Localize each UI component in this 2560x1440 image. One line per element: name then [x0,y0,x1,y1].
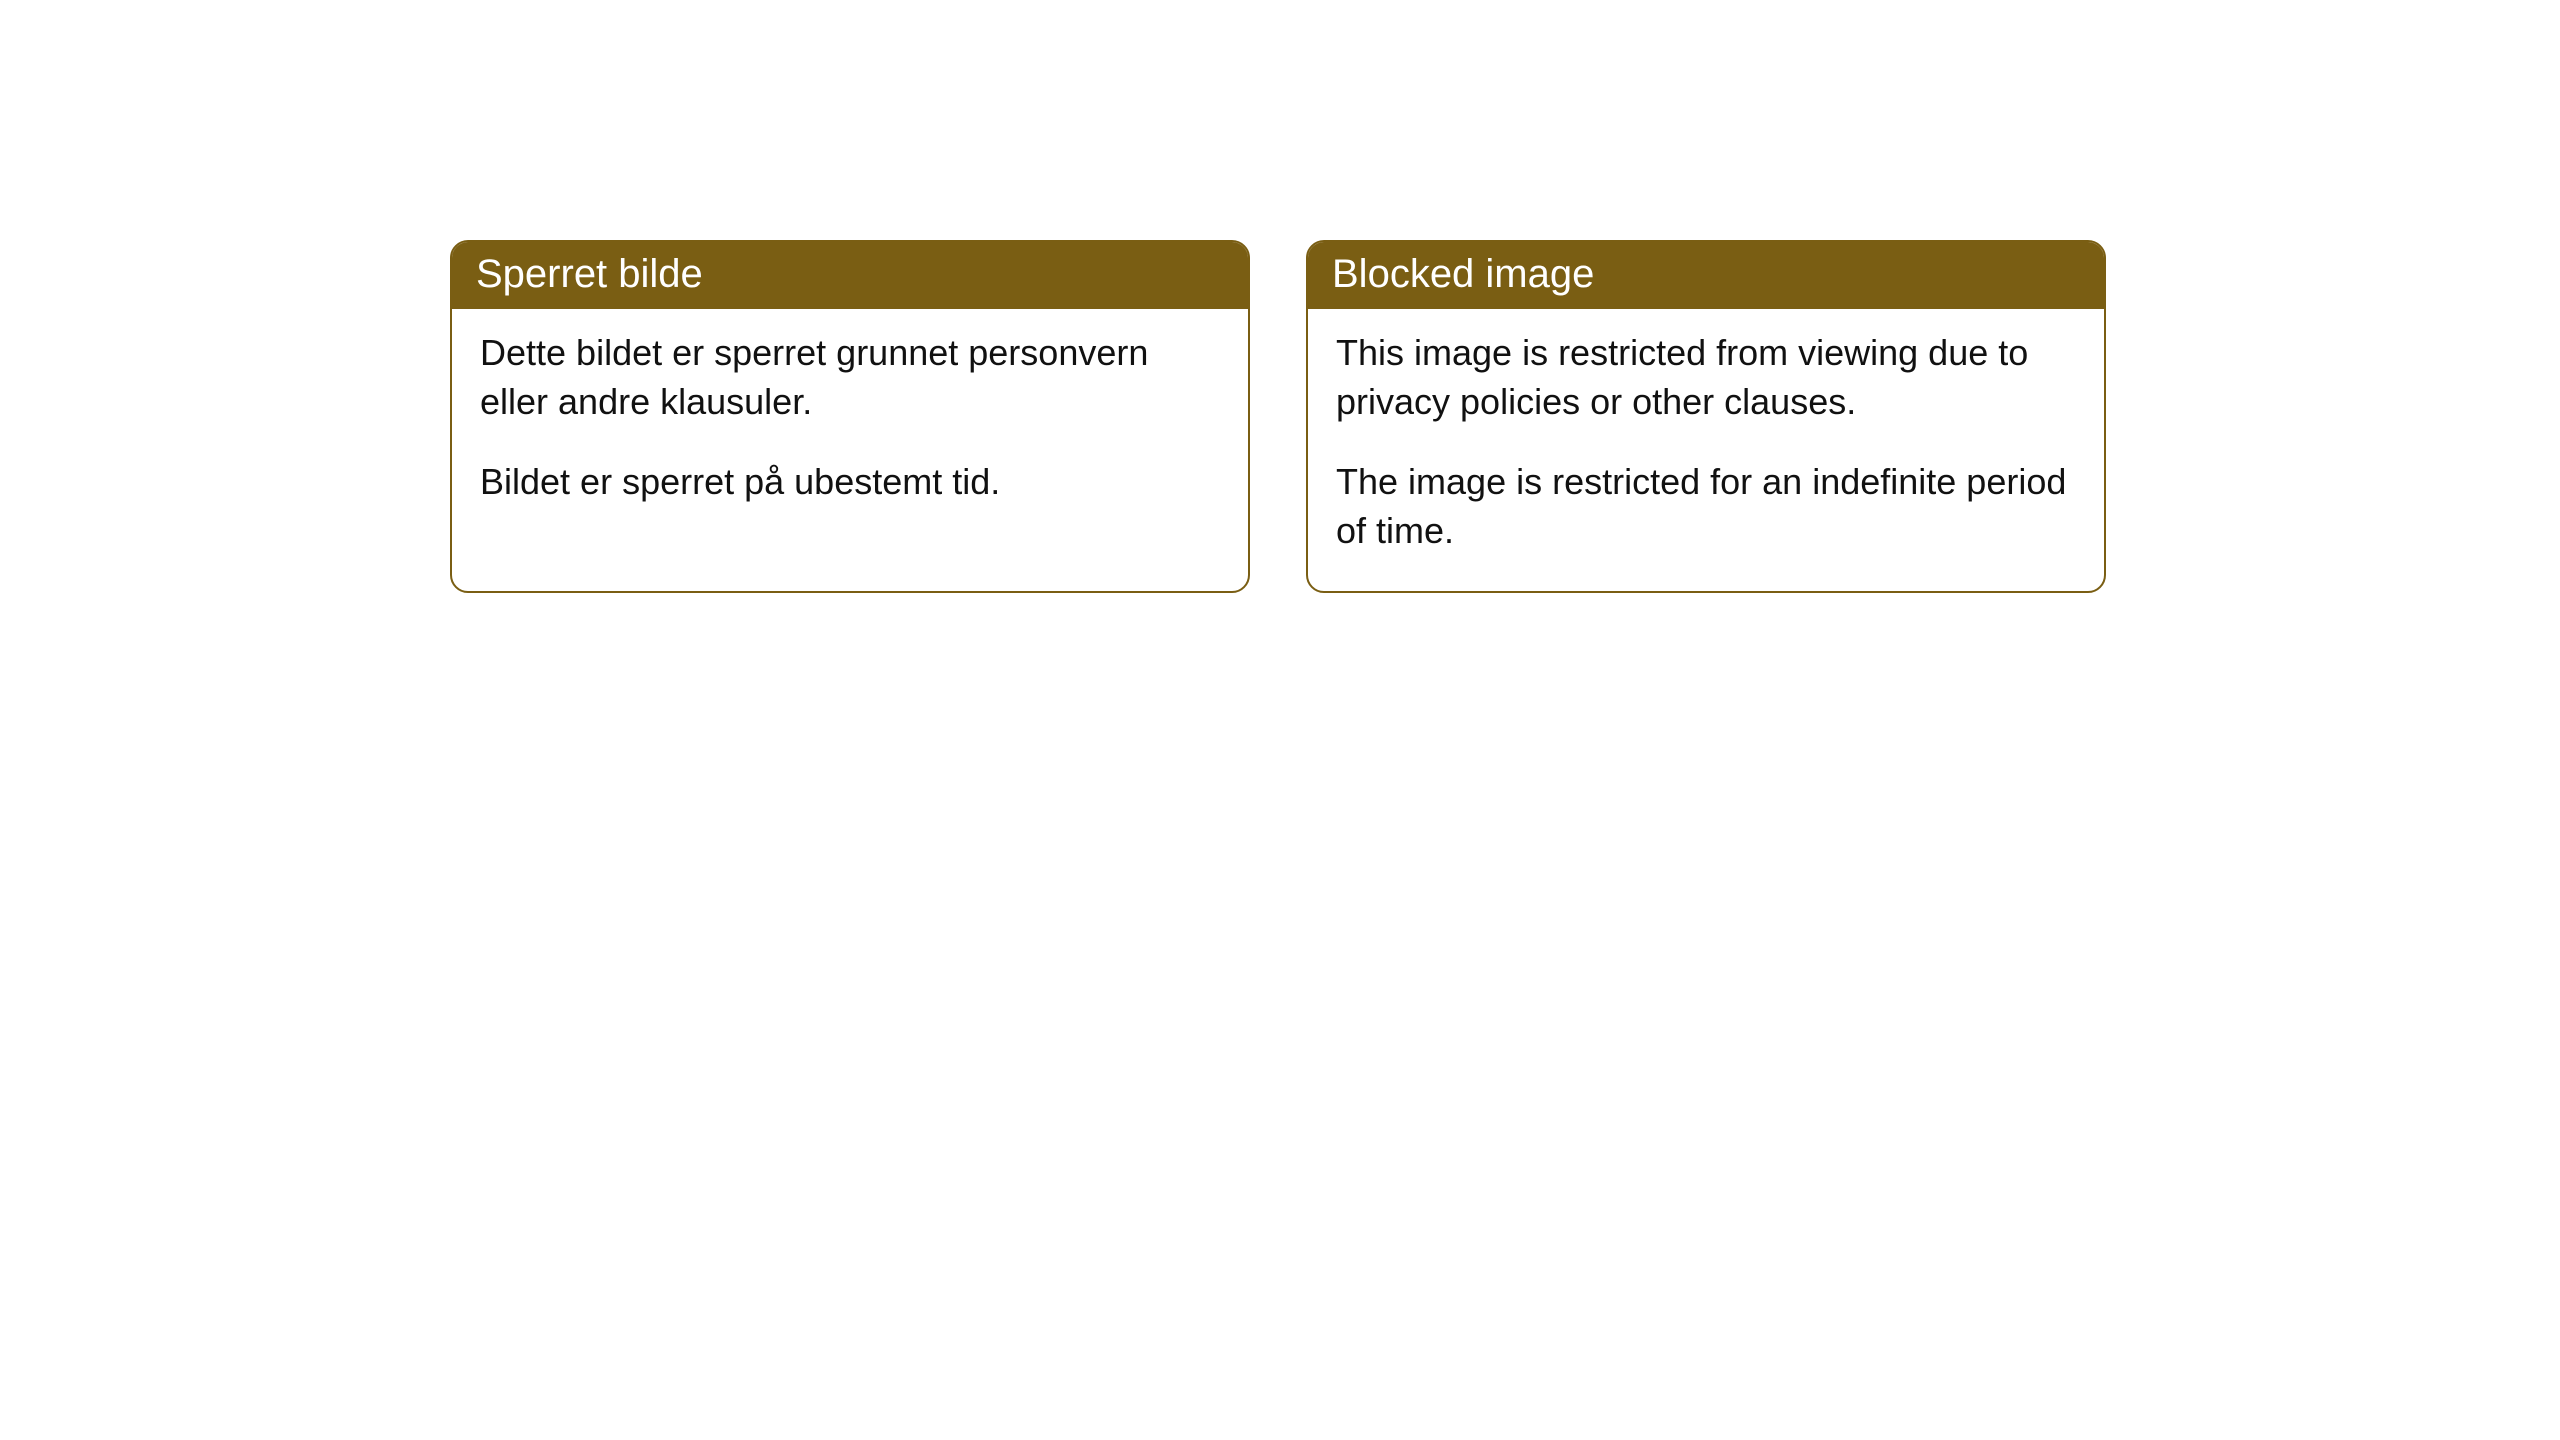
card-text-en-1: This image is restricted from viewing du… [1336,329,2076,426]
card-body-no: Dette bildet er sperret grunnet personve… [452,309,1248,543]
card-header-no: Sperret bilde [452,242,1248,309]
card-text-no-2: Bildet er sperret på ubestemt tid. [480,458,1220,507]
notice-card-english: Blocked image This image is restricted f… [1306,240,2106,593]
card-text-no-1: Dette bildet er sperret grunnet personve… [480,329,1220,426]
notice-cards-container: Sperret bilde Dette bildet er sperret gr… [450,240,2560,593]
card-text-en-2: The image is restricted for an indefinit… [1336,458,2076,555]
card-title-en: Blocked image [1332,252,1594,296]
notice-card-norwegian: Sperret bilde Dette bildet er sperret gr… [450,240,1250,593]
card-title-no: Sperret bilde [476,252,703,296]
card-body-en: This image is restricted from viewing du… [1308,309,2104,591]
card-header-en: Blocked image [1308,242,2104,309]
